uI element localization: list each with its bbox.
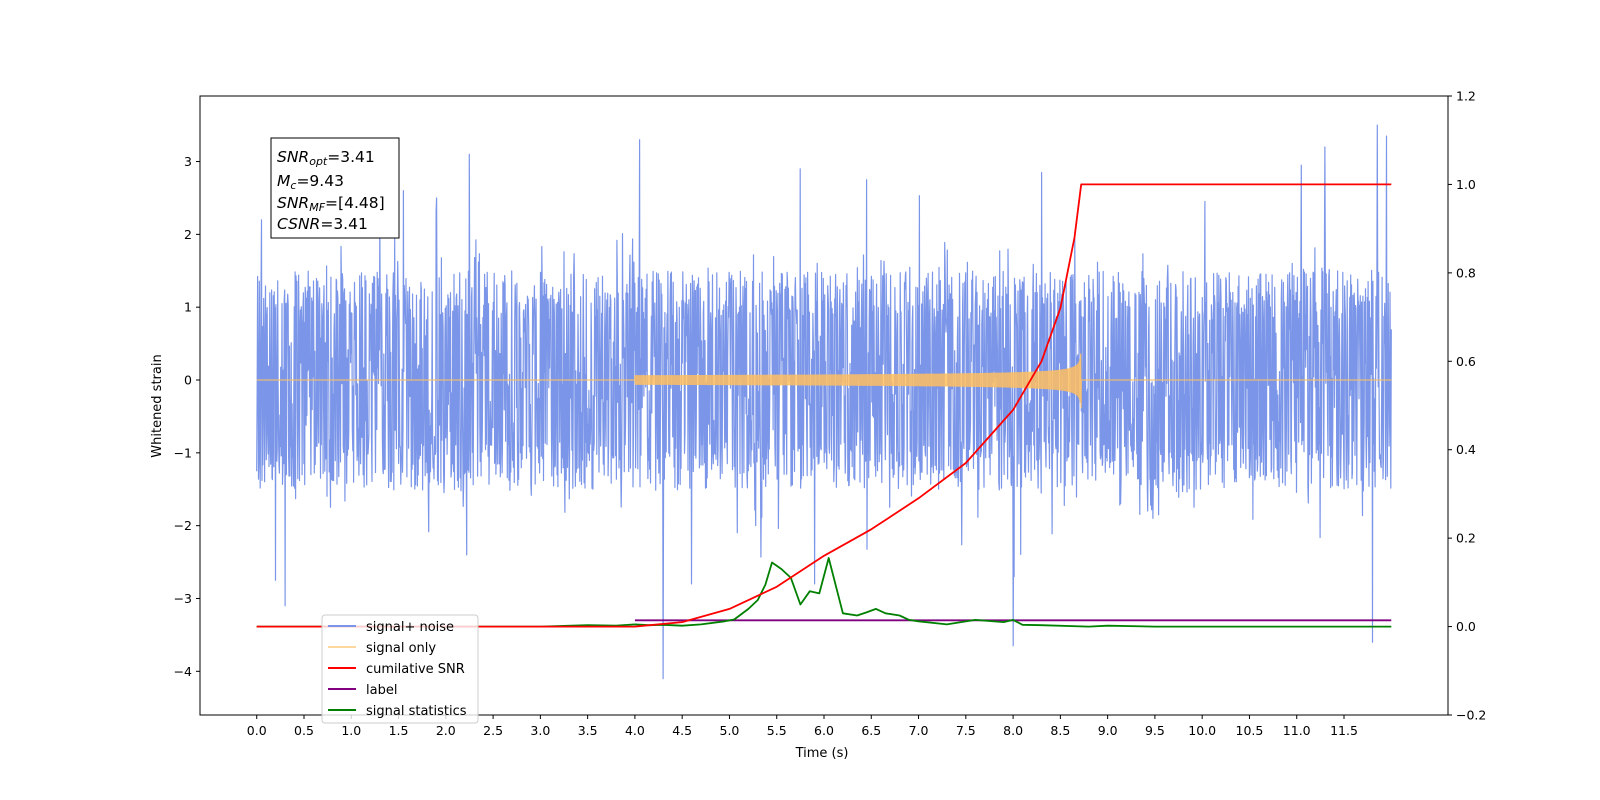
series-signal-noise-line — [256, 124, 1392, 680]
annotation-snr-opt-sub: opt — [309, 155, 328, 168]
annotation-snr-mf-sub: MF — [309, 201, 325, 214]
annotation-snr-opt-value: =3.41 — [327, 148, 375, 166]
y-tick-label: 1 — [184, 300, 192, 315]
legend: signal+ noise signal only cumilative SNR… — [321, 614, 479, 724]
x-tick-label: 11.0 — [1283, 723, 1311, 738]
legend-label: cumilative SNR — [366, 662, 465, 677]
x-tick-label: 7.0 — [909, 723, 929, 738]
y-right-tick-label: 0.4 — [1456, 442, 1476, 457]
x-tick-label: 4.0 — [625, 723, 645, 738]
x-tick-label: 2.5 — [483, 723, 503, 738]
annotation-csnr: CSNR=3.41 — [277, 215, 368, 233]
series-signal-statistics-line — [256, 557, 1392, 628]
x-tick-label: 3.5 — [578, 723, 598, 738]
x-tick-label: 6.5 — [861, 723, 881, 738]
legend-item-label: label — [328, 683, 397, 698]
x-tick-label: 2.0 — [436, 723, 456, 738]
x-tick-label: 10.5 — [1236, 723, 1264, 738]
legend-item-signal-statistics: signal statistics — [328, 704, 467, 719]
x-tick-label: 9.5 — [1145, 723, 1165, 738]
legend-label: signal+ noise — [366, 620, 454, 635]
series-signal-only-line — [256, 353, 1392, 409]
x-tick-label: 6.0 — [814, 723, 834, 738]
y-tick-label: −4 — [174, 664, 192, 679]
y-right-tick-label: 1.0 — [1456, 177, 1476, 192]
x-axis-label: Time (s) — [795, 746, 849, 761]
y-axis-left-ticks: 3 2 1 0 −1 −2 −3 −4 — [174, 154, 200, 679]
annotation-mc-sub: c — [290, 179, 296, 192]
y-right-tick-label: 0.8 — [1456, 265, 1476, 280]
annotation-mc-main: M — [277, 172, 290, 190]
legend-label: label — [366, 683, 397, 698]
legend-frame — [321, 614, 479, 724]
y-tick-label: −1 — [174, 445, 192, 460]
x-tick-label: 5.0 — [720, 723, 740, 738]
x-tick-label: 0.0 — [247, 723, 267, 738]
x-tick-label: 8.5 — [1050, 723, 1070, 738]
x-tick-label: 3.0 — [530, 723, 550, 738]
y-tick-label: −2 — [174, 518, 192, 533]
legend-item-signal-noise: signal+ noise — [328, 620, 454, 635]
y-tick-label: 3 — [184, 154, 192, 169]
y-right-tick-label: 0.0 — [1456, 619, 1476, 634]
plot-data-layer — [256, 124, 1392, 680]
annotation-snr-opt-main: SNR — [277, 148, 309, 166]
y-axis-right-ticks: 1.2 1.0 0.8 0.6 0.4 0.2 0.0 −0.2 — [1448, 89, 1486, 723]
annotation-snr-mf-main: SNR — [277, 194, 309, 212]
annotation-snr-mf: SNRMF=[4.48] — [277, 194, 385, 214]
annotation-mc: Mc=9.43 — [277, 172, 344, 192]
legend-label: signal statistics — [366, 704, 467, 719]
y-right-tick-label: −0.2 — [1456, 708, 1486, 723]
x-tick-label: 11.5 — [1330, 723, 1358, 738]
y-tick-label: −3 — [174, 591, 192, 606]
y-right-tick-label: 0.6 — [1456, 354, 1476, 369]
x-tick-label: 1.0 — [341, 723, 361, 738]
x-tick-label: 7.5 — [956, 723, 976, 738]
y-tick-label: 2 — [184, 227, 192, 242]
x-tick-label: 4.5 — [672, 723, 692, 738]
annotation-snr-opt: SNRopt=3.41 — [277, 148, 375, 168]
y-right-tick-label: 0.2 — [1456, 531, 1476, 546]
annotation-mc-value: =9.43 — [296, 172, 344, 190]
y-axis-label: Whitened strain — [150, 354, 165, 457]
annotation-snr-mf-value: =[4.48] — [325, 194, 385, 212]
legend-item-cumulative-snr: cumilative SNR — [328, 662, 465, 677]
y-tick-label: 0 — [184, 373, 192, 388]
x-tick-label: 5.5 — [767, 723, 787, 738]
annotation-csnr-value: =3.41 — [320, 215, 368, 233]
x-axis-ticks: 0.0 0.5 1.0 1.5 2.0 2.5 3.0 3.5 4.0 4.5 5.0 5.5 6.0 6… — [247, 715, 1358, 738]
series-cumulative-snr-line — [256, 183, 1392, 628]
legend-item-signal-only: signal only — [328, 641, 436, 656]
x-tick-label: 9.0 — [1098, 723, 1118, 738]
y-right-tick-label: 1.2 — [1456, 89, 1476, 104]
snr-annotation-box: SNRopt=3.41 Mc=9.43 SNRMF=[4.48] CSNR=3.… — [270, 137, 400, 239]
x-tick-label: 1.5 — [389, 723, 409, 738]
annotation-frame — [270, 137, 400, 239]
legend-label: signal only — [366, 641, 436, 656]
annotation-csnr-main: CSNR — [277, 215, 320, 233]
x-tick-label: 0.5 — [294, 723, 314, 738]
x-tick-label: 8.0 — [1003, 723, 1023, 738]
x-tick-label: 10.0 — [1188, 723, 1216, 738]
